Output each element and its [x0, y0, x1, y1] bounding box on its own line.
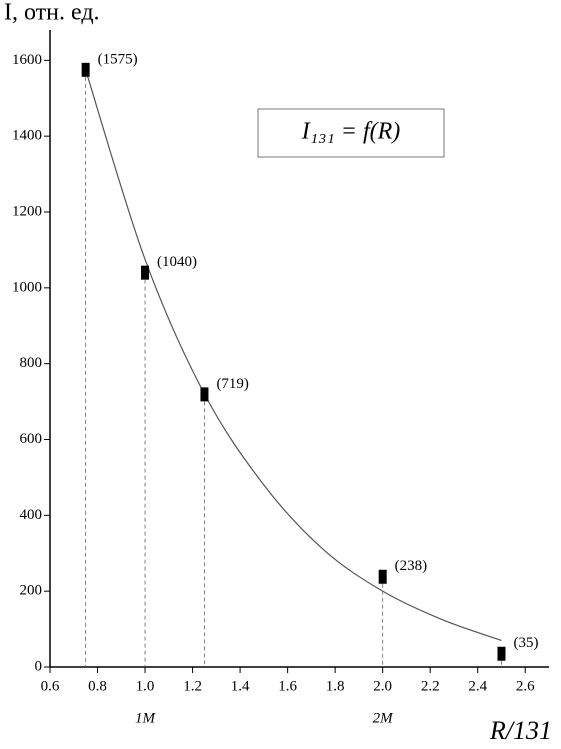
- x-tick-label: 2.2: [421, 678, 440, 694]
- value-label: (238): [395, 558, 428, 574]
- x-tick-label: 1.4: [231, 678, 250, 694]
- point: [497, 646, 506, 661]
- x-tick-label: 1.2: [183, 678, 202, 694]
- point: [81, 62, 90, 77]
- value-label: (719): [216, 376, 249, 392]
- x-tick-label: 2.4: [468, 678, 487, 694]
- y-tick-label: 400: [20, 507, 43, 523]
- value-label: (1575): [98, 51, 138, 67]
- point: [200, 387, 209, 402]
- legend-box: [257, 108, 445, 158]
- value-label: (35): [513, 635, 538, 651]
- x-tick-label: 0.8: [88, 678, 107, 694]
- annotation: 1M: [135, 710, 157, 726]
- x-tick-label: 2.6: [516, 678, 535, 694]
- y-tick-label: 1000: [12, 279, 42, 295]
- y-tick-label: 1200: [12, 203, 42, 219]
- point: [141, 265, 150, 280]
- fit-curve: [85, 69, 502, 642]
- y-tick-label: 200: [20, 583, 43, 599]
- x-axis-label: R/131: [489, 716, 552, 745]
- point: [378, 569, 387, 584]
- legend-text: I₁₃₁ = f(R): [301, 119, 401, 145]
- x-tick-label: 0.6: [41, 678, 60, 694]
- y-tick-label: 0: [35, 658, 43, 674]
- y-tick-label: 800: [20, 355, 43, 371]
- annotation: 2M: [373, 710, 395, 726]
- value-label: (1040): [157, 254, 197, 270]
- x-tick-label: 1.6: [278, 678, 297, 694]
- y-axis-label: I, отн. ед.: [4, 0, 100, 26]
- x-tick-label: 2.0: [373, 678, 392, 694]
- y-tick-label: 600: [20, 431, 43, 447]
- y-tick-label: 1400: [12, 128, 42, 144]
- y-tick-label: 1600: [12, 52, 42, 68]
- x-tick-label: 1.0: [136, 678, 155, 694]
- x-tick-label: 1.8: [326, 678, 345, 694]
